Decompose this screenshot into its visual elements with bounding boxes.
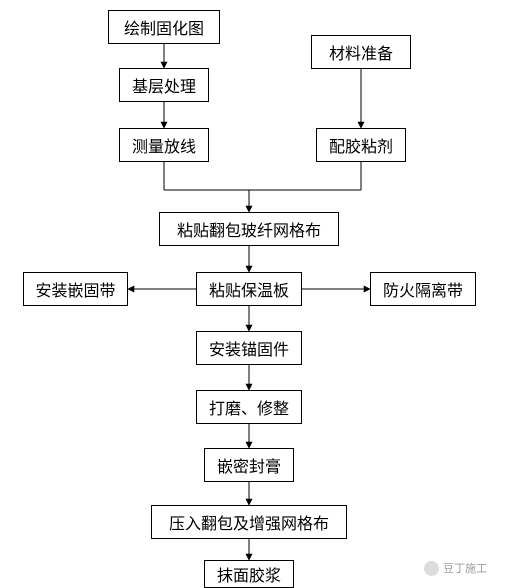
flow-node-n10: 打磨、修整 (196, 390, 302, 424)
flow-node-label: 安装嵌固带 (35, 277, 115, 301)
flow-node-label: 抹面胶浆 (217, 562, 281, 586)
flow-node-n4: 配胶粘剂 (316, 128, 406, 162)
flow-node-n0: 绘制固化图 (108, 10, 220, 44)
watermark: 豆丁施工 (424, 560, 487, 576)
flow-node-n13: 抹面胶浆 (204, 560, 294, 588)
flow-node-n12: 压入翻包及增强网格布 (151, 505, 347, 539)
flow-node-n6: 安装嵌固带 (23, 272, 128, 306)
flow-node-n1: 材料准备 (311, 35, 411, 69)
flow-node-n2: 基层处理 (119, 68, 209, 102)
flow-node-label: 安装锚固件 (209, 336, 289, 360)
flow-node-label: 配胶粘剂 (329, 133, 393, 157)
flow-node-label: 嵌密封膏 (217, 453, 281, 477)
flow-node-label: 防火隔离带 (383, 277, 463, 301)
flow-node-n3: 测量放线 (119, 128, 209, 162)
flow-node-n11: 嵌密封膏 (204, 448, 294, 482)
flow-node-n8: 防火隔离带 (370, 272, 476, 306)
flow-node-label: 粘贴保温板 (209, 277, 289, 301)
flow-node-label: 绘制固化图 (124, 15, 204, 39)
flow-node-label: 测量放线 (132, 133, 196, 157)
flow-node-label: 材料准备 (329, 40, 393, 64)
watermark-logo-icon (424, 561, 439, 576)
flow-node-label: 压入翻包及增强网格布 (169, 510, 329, 534)
flow-node-n5: 粘贴翻包玻纤网格布 (159, 212, 339, 246)
watermark-text: 豆丁施工 (443, 560, 487, 576)
flow-node-label: 粘贴翻包玻纤网格布 (177, 217, 321, 241)
flow-node-label: 打磨、修整 (209, 395, 289, 419)
flow-node-n9: 安装锚固件 (196, 331, 302, 365)
flow-node-label: 基层处理 (132, 73, 196, 97)
flow-node-n7: 粘贴保温板 (196, 272, 302, 306)
